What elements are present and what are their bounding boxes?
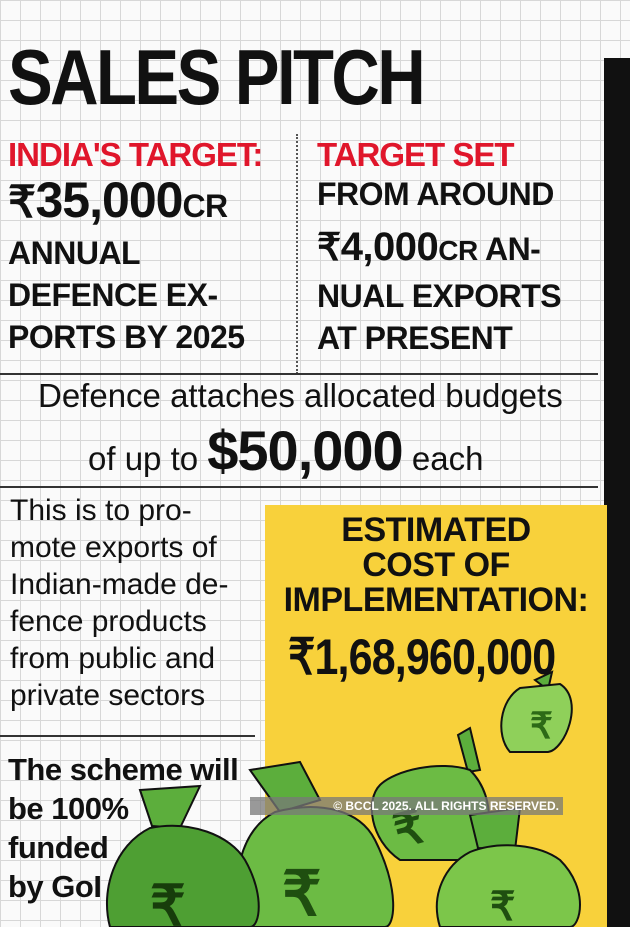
divider-line	[0, 486, 598, 488]
money-bag-icon: ₹	[500, 670, 573, 753]
money-bag-icon: ₹	[235, 760, 395, 927]
rupee-symbol: ₹	[8, 178, 36, 227]
left-line: DEFENCE EX-	[8, 277, 218, 313]
right-black-bar	[604, 58, 630, 927]
left-text: ANNUAL DEFENCE EX- PORTS BY 2025	[8, 232, 245, 358]
promote-line: mote exports of	[10, 531, 217, 564]
right-heading: TARGET SET	[317, 136, 515, 173]
right-line: AT PRESENT	[317, 320, 513, 356]
estimate-cost: ₹1,68,960,000	[288, 629, 556, 685]
left-line: ANNUAL	[8, 235, 141, 271]
left-amount: ₹35,000CR	[8, 172, 228, 230]
budget-line1: Defence attaches allocated budgets	[38, 377, 563, 414]
bag-rupee: ₹	[150, 874, 186, 927]
budget-prefix: of up to	[88, 440, 208, 477]
right-line: NUAL EXPORTS	[317, 278, 562, 314]
promote-line: fence products	[10, 605, 207, 638]
funded-line: be 100%	[8, 791, 129, 826]
column-divider	[296, 134, 298, 374]
copyright-banner: © BCCL 2025. ALL RIGHTS RESERVED.	[250, 797, 563, 815]
funded-line: by GoI	[8, 869, 102, 904]
left-heading: INDIA'S TARGET:	[8, 136, 263, 173]
rupee-symbol: ₹	[317, 227, 341, 269]
promote-line: This is to pro-	[10, 494, 192, 527]
budget-amount: $50,000	[207, 419, 403, 482]
right-amount: ₹4,000CR AN-	[317, 224, 541, 271]
estimate-line: ESTIMATED	[341, 511, 531, 549]
right-amount-value: 4,000	[340, 225, 439, 269]
money-bag-icon: ₹	[435, 806, 581, 927]
left-amount-unit: CR	[182, 188, 228, 224]
bag-rupee: ₹	[530, 705, 553, 746]
money-bag-icon: ₹	[370, 726, 490, 861]
right-text: NUAL EXPORTS AT PRESENT	[317, 275, 562, 359]
promote-text: This is to pro- mote exports of Indian-m…	[10, 492, 228, 714]
money-bag-icon: ₹	[106, 784, 260, 927]
funded-text: The scheme will be 100% funded by GoI	[8, 750, 239, 906]
promote-line: private sectors	[10, 679, 206, 712]
right-line1: FROM AROUND	[317, 176, 554, 212]
promote-line: Indian-made de-	[10, 568, 229, 601]
left-amount-value: 35,000	[35, 172, 184, 228]
divider-line	[0, 373, 598, 375]
left-line: PORTS BY 2025	[8, 319, 245, 355]
budget-suffix: each	[402, 440, 484, 477]
right-amount-unit: CR	[438, 235, 478, 266]
divider-line	[0, 735, 255, 737]
funded-line: The scheme will	[8, 752, 239, 787]
promote-line: from public and	[10, 642, 216, 675]
right-amount-suffix: AN-	[477, 231, 541, 267]
budget-line2: of up to $50,000 each	[88, 418, 483, 483]
funded-line: funded	[8, 830, 109, 865]
bag-rupee: ₹	[490, 885, 515, 927]
page-title: SALES PITCH	[8, 33, 426, 121]
estimate-line: IMPLEMENTATION:	[283, 581, 589, 619]
estimate-heading: ESTIMATED COST OF IMPLEMENTATION:	[266, 513, 606, 618]
estimate-line: COST OF	[362, 546, 510, 584]
bag-rupee: ₹	[282, 860, 321, 927]
